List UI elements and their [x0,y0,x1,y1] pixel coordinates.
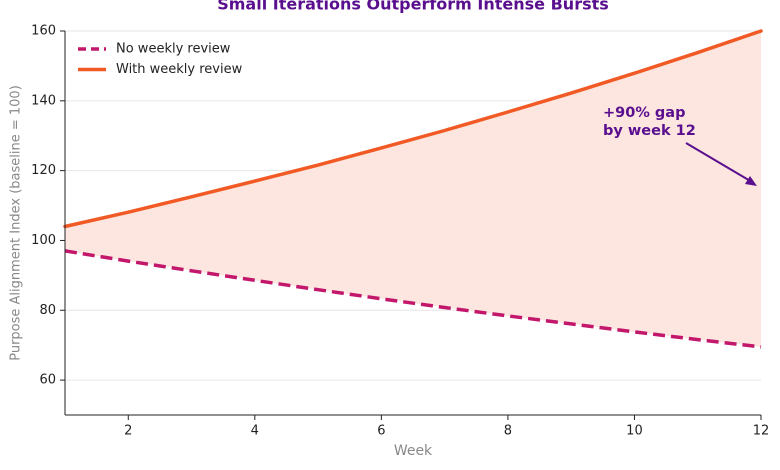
series-line [63,29,763,229]
x-axis-label: Week [394,443,433,459]
x-tick-label: 12 [753,424,770,439]
y-tick-label: 140 [31,93,56,108]
legend-label: No weekly review [116,42,231,57]
x-tick-label: 2 [124,424,132,439]
legend-label: With weekly review [116,62,243,77]
annotation-text: +90% gap [603,105,685,121]
series-line [64,249,762,349]
y-tick-label: 80 [39,303,56,318]
y-tick-label: 100 [31,233,56,248]
y-tick-label: 160 [31,24,56,39]
annotation-text: by week 12 [603,123,696,139]
x-tick-label: 8 [504,424,512,439]
annotation-arrow [685,142,753,183]
chart-title: Small Iterations Outperform Intense Burs… [217,0,609,14]
gap-area [65,31,761,347]
y-tick-label: 60 [39,373,56,388]
x-tick-label: 4 [251,424,259,439]
x-tick-label: 6 [377,424,385,439]
annotation-arrowhead [745,176,757,186]
y-axis-label: Purpose Alignment Index (baseline = 100) [9,85,24,361]
y-tick-label: 120 [31,163,56,178]
x-tick-label: 10 [626,424,643,439]
